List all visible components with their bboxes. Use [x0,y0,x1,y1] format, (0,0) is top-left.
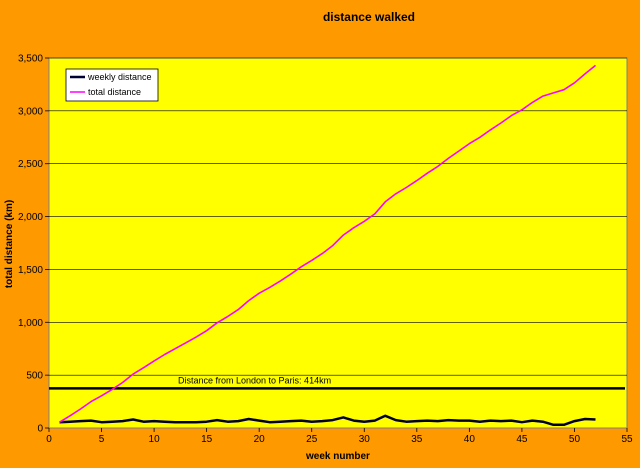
x-axis-ticks: 0 5 10 15 20 25 30 35 40 45 50 55 [46,428,633,445]
legend-box [65,68,159,102]
y-tick-label: 500 [26,371,43,382]
chart-title: distance walked [323,10,415,24]
x-tick-label: 5 [99,434,105,445]
y-tick-label: 0 [37,424,43,435]
y-tick-label: 2,000 [18,212,43,223]
legend-label-weekly-distance: weekly distance [87,72,152,82]
x-tick-label: 45 [516,434,528,445]
y-tick-label: 1,000 [18,318,43,329]
x-axis-label: week number [305,451,370,462]
y-axis-label: total distance (km) [4,200,15,288]
x-tick-label: 30 [359,434,371,445]
legend-label-total-distance: total distance [88,87,141,97]
y-tick-label: 1,500 [18,265,43,276]
x-tick-label: 55 [621,434,633,445]
x-tick-label: 15 [201,434,213,445]
y-axis-ticks: 0 500 1,000 1,500 2,000 2,500 3,000 3,500 [18,54,49,435]
y-tick-label: 3,500 [18,54,43,65]
y-tick-label: 2,500 [18,159,43,170]
y-tick-label: 3,000 [18,106,43,117]
x-tick-label: 10 [149,434,161,445]
series-lines [59,64,597,427]
x-tick-label: 25 [306,434,318,445]
x-tick-label: 0 [46,434,52,445]
x-tick-label: 35 [411,434,423,445]
grid-lines [49,57,627,376]
reference-line-group: Distance from London to Paris: 414km [49,375,625,390]
x-tick-label: 20 [254,434,266,445]
legend: weekly distance total distance [65,68,159,102]
x-tick-label: 40 [464,434,476,445]
series-line-total-distance [59,64,597,423]
series-line-weekly-distance [59,414,596,427]
reference-line-label: Distance from London to Paris: 414km [178,375,331,385]
x-tick-label: 50 [569,434,581,445]
